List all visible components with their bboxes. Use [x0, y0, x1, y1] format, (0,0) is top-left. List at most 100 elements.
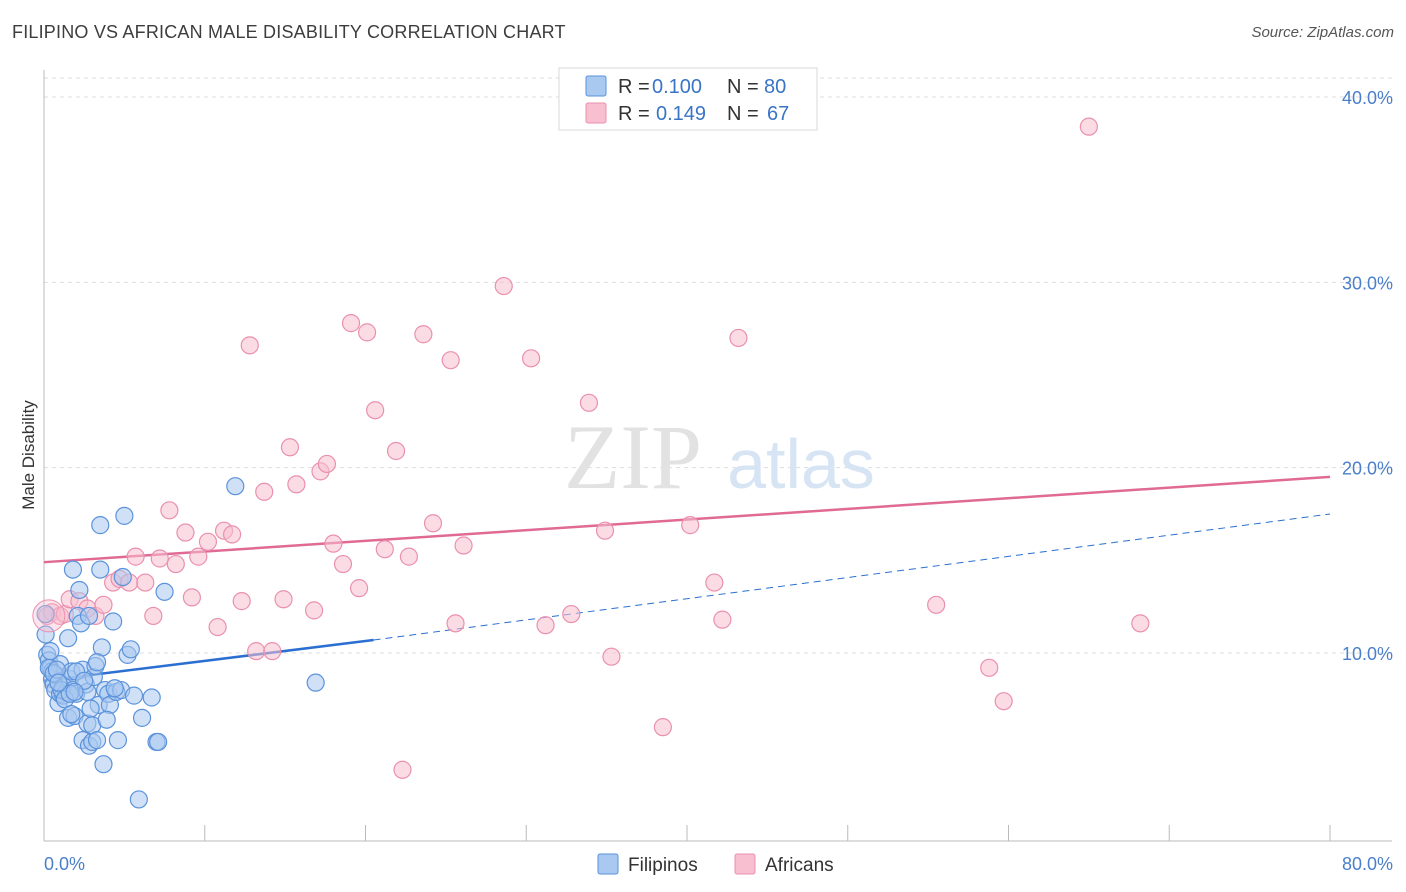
point-africans [189, 547, 208, 566]
point-africans [324, 534, 343, 553]
point-africans [358, 323, 377, 342]
legend-row-filipinos: R = 0.100 N = 80 [585, 75, 786, 98]
legend-top: R = 0.100 N = 80 R = 0.149 N = 67 [558, 67, 818, 131]
point-africans [304, 601, 324, 620]
y-tick-label: 20.0% [1342, 459, 1393, 479]
point-filipinos [97, 710, 116, 729]
legend-r-value-filipinos: 0.100 [652, 76, 702, 98]
point-africans [595, 521, 615, 540]
point-filipinos [87, 653, 107, 672]
axes [43, 70, 1392, 842]
point-africans [232, 592, 251, 611]
point-africans [274, 590, 293, 609]
point-africans [240, 336, 259, 355]
point-filipinos [91, 516, 110, 535]
point-filipinos [41, 642, 60, 661]
point-filipinos [108, 731, 128, 750]
point-africans [222, 525, 242, 544]
tick-labels: 10.0% 20.0% 30.0% 40.0% 0.0% 80.0% [44, 88, 1393, 874]
point-africans [208, 617, 227, 637]
point-filipinos [306, 673, 325, 692]
point-africans [729, 328, 748, 348]
point-africans [454, 536, 473, 555]
point-filipinos [36, 604, 55, 624]
x-tick-label: 0.0% [44, 854, 85, 874]
point-africans [247, 642, 266, 661]
bottom-label-africans: Africans [765, 855, 834, 876]
legend-bottom: Filipinos Africans [597, 853, 834, 876]
point-africans [441, 351, 460, 370]
point-filipinos [115, 506, 134, 525]
point-filipinos [226, 477, 245, 496]
point-filipinos [91, 560, 110, 579]
legend-swatch-filipinos [585, 75, 607, 97]
bottom-label-filipinos: Filipinos [628, 855, 698, 876]
point-africans [144, 606, 163, 626]
point-africans [349, 579, 369, 598]
y-tick-label: 30.0% [1342, 273, 1393, 293]
point-africans [386, 441, 406, 461]
watermark-atlas: atlas [727, 425, 875, 503]
legend-row-africans: R = 0.149 N = 67 [585, 102, 789, 125]
point-africans [521, 349, 541, 368]
point-africans [341, 314, 361, 333]
point-africans [681, 516, 700, 535]
point-filipinos [129, 790, 148, 809]
point-africans [705, 573, 724, 592]
point-africans [182, 588, 201, 607]
point-filipinos [149, 732, 168, 752]
point-africans [536, 616, 555, 635]
point-filipinos [63, 560, 83, 579]
point-africans [446, 614, 465, 633]
point-filipinos [59, 629, 78, 648]
point-africans [263, 642, 282, 661]
point-filipinos [121, 640, 140, 659]
trend-line-filipinos-extension [373, 513, 1331, 641]
point-africans [602, 647, 621, 666]
legend-r-value-africans: 0.149 [656, 103, 706, 125]
point-africans [414, 325, 433, 344]
y-tick-label: 40.0% [1342, 88, 1393, 108]
point-africans [366, 401, 385, 420]
point-filipinos [62, 705, 81, 724]
point-africans [653, 718, 672, 737]
watermark: ZIP atlas [564, 406, 875, 508]
point-filipinos [87, 731, 107, 750]
point-africans [713, 610, 732, 629]
point-africans [317, 454, 337, 474]
legend-n-value-africans: 67 [767, 103, 789, 125]
chart-title: FILIPINO VS AFRICAN MALE DISABILITY CORR… [12, 22, 566, 42]
legend-item-africans[interactable]: Africans [734, 853, 834, 876]
point-africans [579, 393, 599, 412]
point-filipinos [155, 582, 174, 601]
legend-item-filipinos[interactable]: Filipinos [597, 853, 698, 876]
point-africans [176, 523, 195, 542]
point-africans [1131, 614, 1150, 633]
gridlines [44, 77, 1392, 654]
point-africans [166, 554, 185, 574]
point-filipinos [132, 708, 152, 727]
point-africans [994, 692, 1013, 711]
point-filipinos [49, 673, 68, 692]
y-tick-label: 10.0% [1342, 644, 1393, 664]
x-tick-label: 80.0% [1342, 854, 1393, 874]
point-africans-cluster [32, 599, 66, 633]
legend-r-label-filipinos: R = [618, 76, 650, 98]
point-africans [160, 501, 179, 520]
point-africans [375, 540, 394, 559]
point-filipinos [65, 682, 84, 702]
point-filipinos [104, 612, 123, 631]
legend-n-label-filipinos: N = [727, 76, 759, 98]
data-points [32, 117, 1150, 809]
legend-n-value-filipinos: 80 [764, 76, 786, 98]
point-africans [980, 658, 999, 677]
point-filipinos [142, 688, 161, 707]
point-africans [1079, 117, 1098, 136]
point-filipinos [94, 755, 113, 774]
point-filipinos [70, 580, 89, 600]
bottom-swatch-filipinos [597, 853, 619, 875]
point-africans [393, 760, 412, 779]
y-axis-title: Male Disability [19, 400, 38, 510]
point-africans [399, 547, 419, 566]
